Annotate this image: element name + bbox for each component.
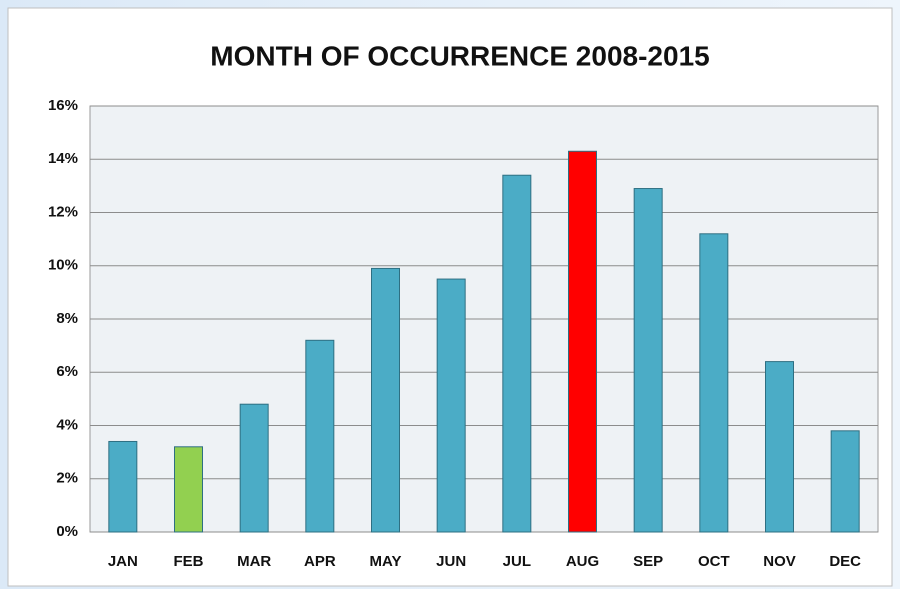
- bar: [765, 361, 794, 533]
- bar: [568, 150, 597, 533]
- bar: [174, 446, 203, 533]
- bar: [371, 267, 400, 533]
- y-tick-label: 0%: [56, 523, 78, 540]
- x-tick-label: NOV: [763, 553, 796, 570]
- y-tick-label: 10%: [48, 257, 78, 274]
- y-tick-label: 12%: [48, 203, 78, 220]
- bar: [108, 440, 138, 533]
- y-tick-label: 8%: [56, 310, 78, 327]
- bar: [633, 188, 663, 533]
- x-tick-label: SEP: [633, 553, 663, 570]
- y-tick-label: 4%: [56, 416, 78, 433]
- y-tick-label: 16%: [48, 97, 78, 114]
- x-tick-label: MAR: [237, 553, 271, 570]
- x-tick-label: JUL: [503, 553, 531, 570]
- bar: [502, 174, 532, 533]
- bar: [830, 430, 860, 533]
- x-tick-label: MAY: [370, 553, 402, 570]
- bar: [305, 339, 335, 533]
- x-tick-label: AUG: [566, 553, 599, 570]
- x-tick-label: JUN: [436, 553, 466, 570]
- y-tick-label: 2%: [56, 470, 78, 487]
- y-tick-label: 6%: [56, 363, 78, 380]
- y-tick-label: 14%: [48, 150, 78, 167]
- x-tick-label: APR: [304, 553, 336, 570]
- x-tick-label: FEB: [174, 553, 204, 570]
- x-tick-label: OCT: [698, 553, 730, 570]
- bar: [239, 403, 269, 533]
- bar: [436, 278, 466, 533]
- bar: [699, 233, 729, 533]
- chart-title: MONTH OF OCCURRENCE 2008-2015: [210, 40, 709, 71]
- x-tick-label: JAN: [108, 553, 138, 570]
- x-tick-label: DEC: [829, 553, 861, 570]
